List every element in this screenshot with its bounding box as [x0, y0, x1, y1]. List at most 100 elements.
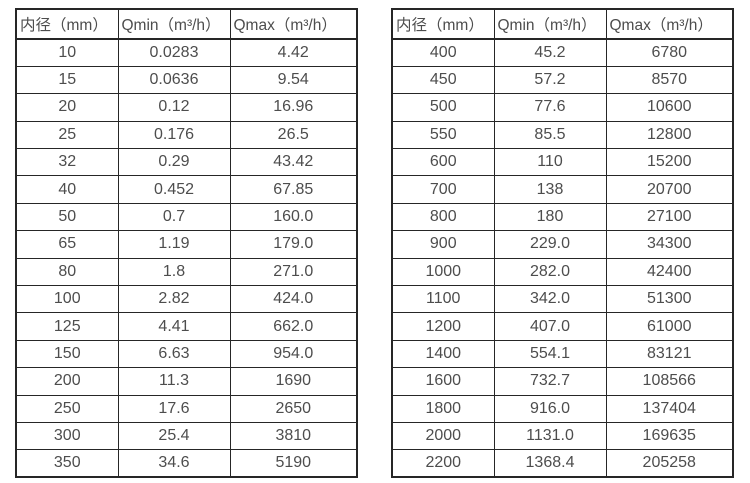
table-cell: 1000	[391, 257, 495, 287]
table-cell: 1600	[391, 367, 495, 396]
table-row: 900 229.0 34300	[391, 230, 734, 259]
table-row: 1000 282.0 42400	[391, 257, 734, 287]
header-qmax: Qmax（m³/h）	[605, 8, 734, 40]
table-cell: 2000	[391, 421, 495, 451]
table-row: 600 110 15200	[391, 148, 734, 177]
table-cell: 110	[493, 148, 607, 177]
header-qmin: Qmin（m³/h）	[493, 8, 607, 40]
table-cell: 179.0	[229, 230, 358, 259]
table-cell: 300	[15, 421, 119, 451]
table-row: 65 1.19 179.0	[15, 230, 358, 259]
table-cell: 500	[391, 93, 495, 122]
table-cell: 25.4	[117, 421, 231, 451]
table-cell: 125	[15, 312, 119, 341]
table-cell: 0.29	[117, 148, 231, 177]
table-cell: 900	[391, 230, 495, 259]
table-row: 50 0.7 160.0	[15, 202, 358, 232]
table-row: 1600 732.7 108566	[391, 367, 734, 396]
table-cell: 1131.0	[493, 421, 607, 451]
table-cell: 1200	[391, 312, 495, 341]
table-cell: 80	[15, 257, 119, 287]
table-cell: 1400	[391, 339, 495, 369]
table-cell: 350	[15, 449, 119, 478]
header-qmin: Qmin（m³/h）	[117, 8, 231, 40]
table-row: 40 0.452 67.85	[15, 175, 358, 204]
table-row: 10 0.0283 4.42	[15, 38, 358, 67]
table-cell: 282.0	[493, 257, 607, 287]
table-row: 250 17.6 2650	[15, 394, 358, 423]
header-inner-diameter: 内径（mm）	[391, 8, 495, 40]
table-cell: 1.19	[117, 230, 231, 259]
table-cell: 16.96	[229, 93, 358, 122]
table-cell: 229.0	[493, 230, 607, 259]
table-row: 15 0.0636 9.54	[15, 65, 358, 95]
table-cell: 6.63	[117, 339, 231, 369]
table-header-row: 内径（mm） Qmin（m³/h） Qmax（m³/h）	[391, 8, 734, 40]
table-row: 1100 342.0 51300	[391, 285, 734, 314]
table-cell: 10600	[605, 93, 734, 122]
table-cell: 40	[15, 175, 119, 204]
table-row: 1200 407.0 61000	[391, 312, 734, 341]
table-cell: 100	[15, 285, 119, 314]
table-cell: 1800	[391, 394, 495, 423]
table-cell: 2.82	[117, 285, 231, 314]
table-cell: 25	[15, 120, 119, 150]
table-cell: 77.6	[493, 93, 607, 122]
table-cell: 2650	[229, 394, 358, 423]
table-body: 10 0.0283 4.42 15 0.0636 9.54 20 0.12 16.96 25 0.1…	[15, 38, 358, 478]
table-row: 200 11.3 1690	[15, 367, 358, 396]
table-cell: 9.54	[229, 65, 358, 95]
table-cell: 400	[391, 38, 495, 67]
table-cell: 2200	[391, 449, 495, 478]
flow-rate-table-small-diameter: 内径（mm） Qmin（m³/h） Qmax（m³/h） 10 0.0283 4.4…	[15, 8, 358, 479]
table-cell: 34300	[605, 230, 734, 259]
table-cell: 800	[391, 202, 495, 232]
table-cell: 0.0636	[117, 65, 231, 95]
table-cell: 150	[15, 339, 119, 369]
table-cell: 169635	[605, 421, 734, 451]
table-row: 20 0.12 16.96	[15, 93, 358, 122]
table-cell: 271.0	[229, 257, 358, 287]
table-cell: 1100	[391, 285, 495, 314]
table-cell: 45.2	[493, 38, 607, 67]
table-cell: 342.0	[493, 285, 607, 314]
table-cell: 6780	[605, 38, 734, 67]
table-cell: 5190	[229, 449, 358, 478]
table-header-row: 内径（mm） Qmin（m³/h） Qmax（m³/h）	[15, 8, 358, 40]
table-row: 2000 1131.0 169635	[391, 421, 734, 451]
table-row: 100 2.82 424.0	[15, 285, 358, 314]
table-cell: 26.5	[229, 120, 358, 150]
table-row: 80 1.8 271.0	[15, 257, 358, 287]
table-body: 400 45.2 6780 450 57.2 8570 500 77.6 10600 550 85.…	[391, 38, 734, 478]
table-row: 400 45.2 6780	[391, 38, 734, 67]
table-row: 150 6.63 954.0	[15, 339, 358, 369]
table-cell: 42400	[605, 257, 734, 287]
table-row: 800 180 27100	[391, 202, 734, 232]
table-cell: 83121	[605, 339, 734, 369]
table-cell: 600	[391, 148, 495, 177]
table-cell: 550	[391, 120, 495, 150]
table-cell: 61000	[605, 312, 734, 341]
table-cell: 10	[15, 38, 119, 67]
table-cell: 200	[15, 367, 119, 396]
table-cell: 554.1	[493, 339, 607, 369]
table-cell: 32	[15, 148, 119, 177]
table-cell: 20700	[605, 175, 734, 204]
table-cell: 137404	[605, 394, 734, 423]
table-cell: 4.42	[229, 38, 358, 67]
table-cell: 15200	[605, 148, 734, 177]
table-row: 32 0.29 43.42	[15, 148, 358, 177]
table-cell: 180	[493, 202, 607, 232]
table-cell: 0.452	[117, 175, 231, 204]
table-cell: 138	[493, 175, 607, 204]
table-cell: 700	[391, 175, 495, 204]
table-cell: 407.0	[493, 312, 607, 341]
table-cell: 1368.4	[493, 449, 607, 478]
table-cell: 160.0	[229, 202, 358, 232]
table-cell: 3810	[229, 421, 358, 451]
table-cell: 954.0	[229, 339, 358, 369]
flow-rate-table-large-diameter: 内径（mm） Qmin（m³/h） Qmax（m³/h） 400 45.2 6780…	[391, 8, 734, 479]
table-cell: 20	[15, 93, 119, 122]
table-row: 25 0.176 26.5	[15, 120, 358, 150]
